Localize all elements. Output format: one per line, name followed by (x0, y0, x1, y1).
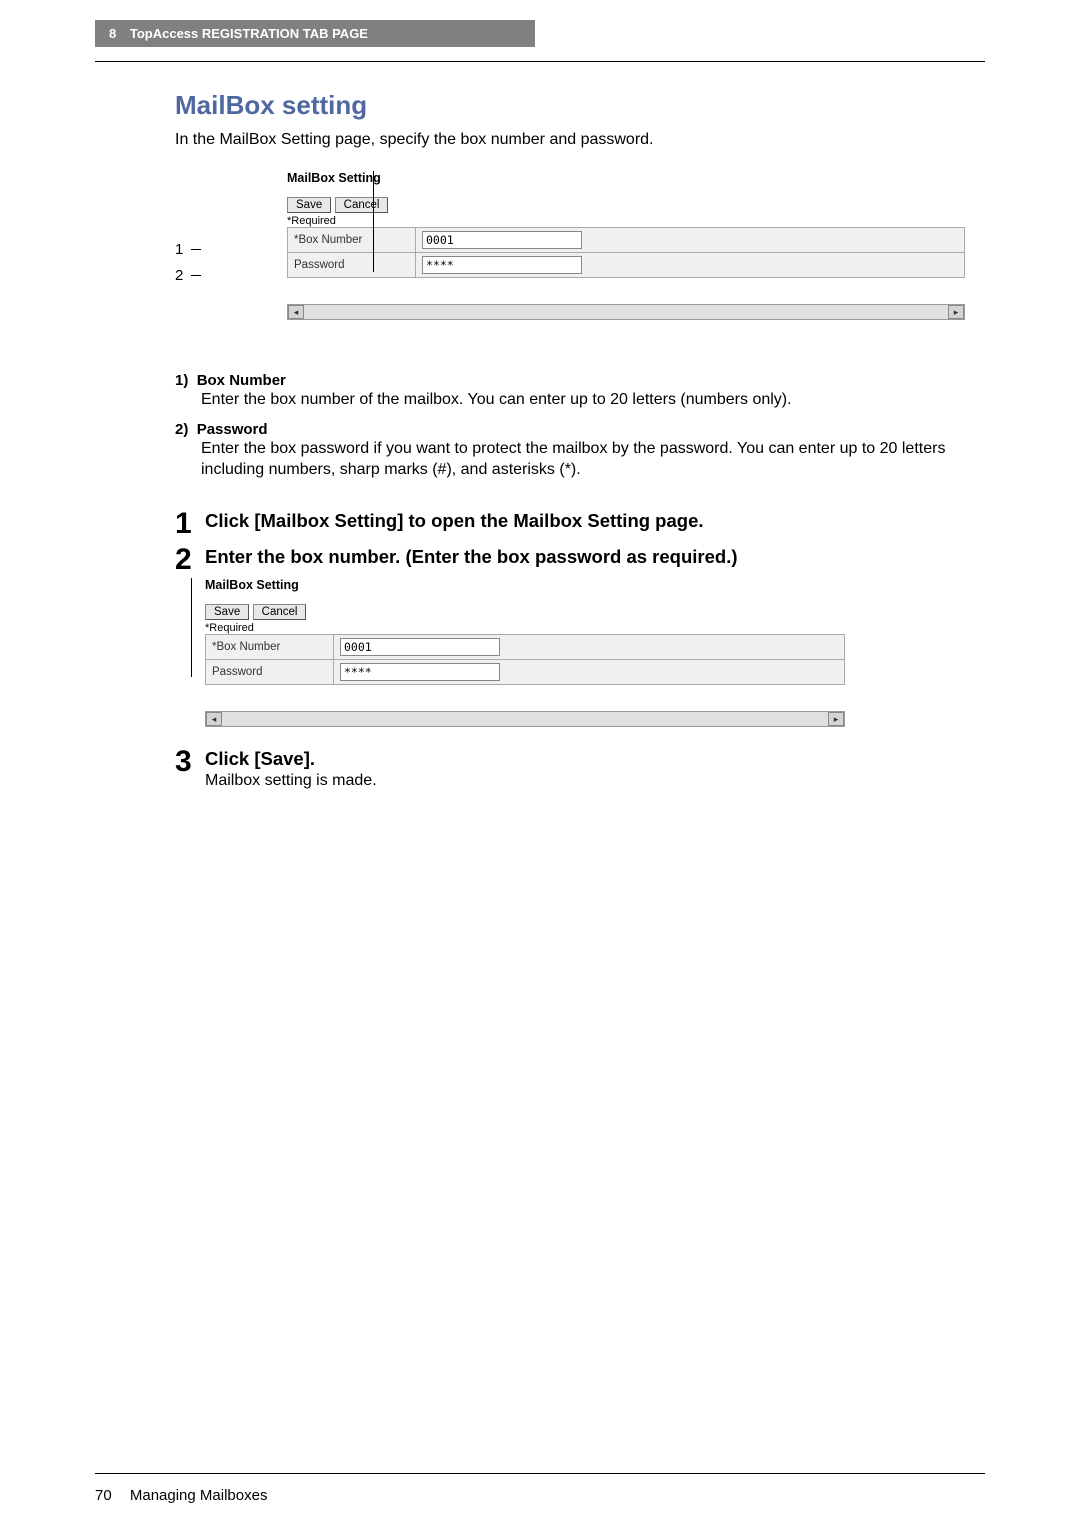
section-title: MailBox setting (175, 90, 965, 121)
def-title: Password (197, 421, 268, 438)
footer-section-name: Managing Mailboxes (130, 1487, 268, 1504)
scroll-left-button[interactable]: ◂ (206, 712, 222, 726)
scroll-right-button[interactable]: ▸ (948, 305, 964, 319)
scroll-right-button[interactable]: ▸ (828, 712, 844, 726)
chapter-header: 8 TopAccess REGISTRATION TAB PAGE (95, 20, 535, 47)
definition-item: 1) Box Number Enter the box number of th… (175, 372, 965, 411)
required-label: *Required (201, 215, 965, 227)
mailbox-fields-table: *Box Number Password (287, 227, 965, 278)
def-text: Enter the box password if you want to pr… (201, 438, 965, 481)
intro-text: In the MailBox Setting page, specify the… (175, 131, 965, 149)
mailbox-screenshot-2: MailBox Setting Save Cancel *Required *B… (205, 578, 845, 727)
required-label: *Required (205, 622, 845, 634)
def-num: 1) (175, 372, 188, 389)
password-cell (334, 659, 845, 684)
step-subtext: Mailbox setting is made. (205, 772, 965, 790)
box-number-label: *Box Number (206, 634, 334, 659)
mailbox-screenshot-1: 1 2 MailBox Setting Save Cancel *Require… (175, 171, 965, 350)
step-1: 1 Click [Mailbox Setting] to open the Ma… (175, 509, 965, 539)
table-row: Password (206, 659, 845, 684)
password-label: Password (206, 659, 334, 684)
screenshot-vline (191, 578, 192, 677)
h-scrollbar[interactable]: ◂ ▸ (205, 711, 845, 727)
scroll-left-button[interactable]: ◂ (288, 305, 304, 319)
step-number: 2 (175, 545, 205, 741)
cancel-button[interactable]: Cancel (335, 197, 389, 213)
box-number-cell (334, 634, 845, 659)
chapter-title: TopAccess REGISTRATION TAB PAGE (130, 26, 368, 41)
table-row: *Box Number (288, 228, 965, 253)
step-title: Enter the box number. (Enter the box pas… (205, 545, 965, 568)
definitions-list: 1) Box Number Enter the box number of th… (175, 372, 965, 481)
definition-item: 2) Password Enter the box password if yo… (175, 421, 965, 481)
step-number: 3 (175, 747, 205, 790)
mailbox-setting-title: MailBox Setting (201, 171, 965, 185)
box-number-cell (416, 228, 965, 253)
steps-list: 1 Click [Mailbox Setting] to open the Ma… (175, 509, 965, 790)
step-number: 1 (175, 509, 205, 539)
top-divider (95, 61, 985, 62)
box-number-input[interactable] (340, 638, 500, 656)
step-title: Click [Mailbox Setting] to open the Mail… (205, 509, 965, 532)
table-row: *Box Number (206, 634, 845, 659)
bottom-divider (95, 1473, 985, 1474)
password-label: Password (288, 253, 416, 278)
mailbox-fields-table: *Box Number Password (205, 634, 845, 685)
chapter-number: 8 (109, 26, 116, 41)
def-title: Box Number (197, 372, 286, 389)
footer-page-number: 70 (95, 1487, 112, 1504)
password-input[interactable] (422, 256, 582, 274)
box-number-label: *Box Number (288, 228, 416, 253)
callout-2: 2 (175, 267, 189, 284)
password-input[interactable] (340, 663, 500, 681)
save-button[interactable]: Save (205, 604, 249, 620)
step-title: Click [Save]. (205, 747, 965, 770)
password-cell (416, 253, 965, 278)
cancel-button[interactable]: Cancel (253, 604, 307, 620)
box-number-input[interactable] (422, 231, 582, 249)
step-2: 2 Enter the box number. (Enter the box p… (175, 545, 965, 741)
page-footer: 70 Managing Mailboxes (95, 1487, 267, 1504)
step-3: 3 Click [Save]. Mailbox setting is made. (175, 747, 965, 790)
table-row: Password (288, 253, 965, 278)
h-scrollbar[interactable]: ◂ ▸ (287, 304, 965, 320)
def-text: Enter the box number of the mailbox. You… (201, 389, 965, 411)
mailbox-setting-title: MailBox Setting (205, 578, 845, 592)
callout-1: 1 (175, 241, 189, 258)
screenshot-vline (373, 171, 374, 272)
save-button[interactable]: Save (287, 197, 331, 213)
def-num: 2) (175, 421, 188, 438)
